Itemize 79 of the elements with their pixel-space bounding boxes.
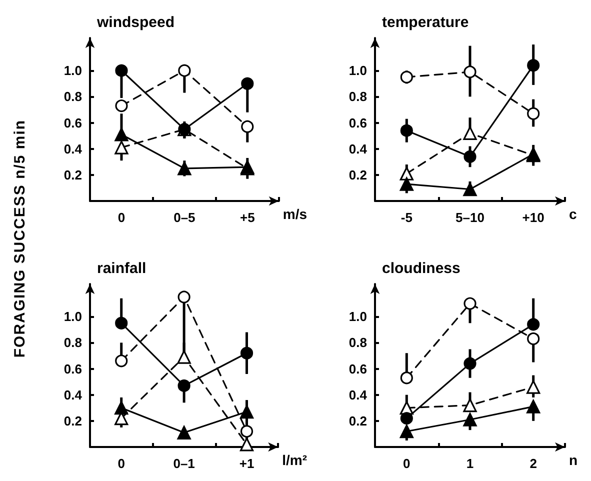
x-tick-label: +5 — [240, 210, 255, 225]
x-tick-label: 0–1 — [173, 456, 195, 471]
y-tick-label: 0.4 — [64, 141, 83, 156]
point — [463, 182, 477, 196]
y-tick-label: 1.0 — [348, 63, 367, 78]
y-tick-label: 0.8 — [348, 89, 367, 104]
x-tick-label: 0–5 — [174, 210, 196, 225]
y-tick-label: 0.4 — [348, 387, 368, 402]
point — [463, 126, 477, 140]
y-tick-label: 0.8 — [64, 335, 82, 350]
point — [527, 107, 540, 120]
y-tick-label: 1.0 — [64, 309, 82, 324]
point — [115, 316, 128, 330]
y-tick-label: 0.6 — [64, 115, 82, 130]
y-tick-label: 0.2 — [348, 413, 367, 428]
point — [178, 290, 190, 304]
x-axis-title: n — [569, 452, 578, 468]
point — [178, 162, 192, 176]
x-tick-label: -5 — [400, 210, 412, 225]
x-tick-label: 1 — [466, 456, 474, 471]
y-tick-label: 0.4 — [64, 387, 83, 402]
x-tick-label: 0 — [403, 456, 410, 471]
chart-title: cloudiness — [382, 260, 460, 277]
point — [114, 128, 128, 142]
point — [527, 59, 540, 72]
point — [178, 379, 190, 392]
point — [115, 64, 128, 77]
y-tick-label: 0.6 — [348, 361, 367, 376]
x-tick-label: 5–10 — [456, 210, 484, 225]
point — [177, 426, 191, 440]
point — [526, 380, 540, 394]
y-tick-label: 1.0 — [64, 63, 82, 78]
x-axis-title: m/s — [282, 206, 308, 222]
point — [177, 350, 191, 364]
point — [240, 404, 254, 419]
y-tick-label: 0.6 — [348, 115, 367, 130]
point — [400, 70, 413, 84]
y-tick-label: 0.6 — [64, 361, 82, 376]
point — [527, 332, 540, 346]
y-tick-label: 0.8 — [64, 89, 82, 104]
y-tick-label: 0.8 — [348, 335, 367, 350]
point — [463, 398, 477, 412]
point — [178, 64, 191, 77]
x-tick-label: 0 — [118, 456, 125, 471]
point — [464, 297, 476, 310]
point — [400, 372, 413, 384]
y-tick-label: 0.2 — [64, 167, 82, 182]
point — [241, 77, 254, 90]
chart-title: windspeed — [96, 14, 175, 31]
point — [240, 425, 254, 438]
chart-title: rainfall — [97, 260, 146, 277]
x-tick-label: 2 — [530, 456, 537, 471]
point — [527, 318, 540, 331]
y-axis-title: FORAGING SUCCESS n/5 min — [12, 118, 28, 360]
point — [240, 438, 254, 452]
point — [114, 140, 128, 154]
point — [400, 412, 413, 425]
y-tick-label: 0.4 — [348, 141, 368, 156]
point — [464, 66, 476, 78]
point — [400, 124, 413, 137]
point — [464, 150, 476, 163]
x-tick-label: +10 — [522, 210, 544, 225]
x-tick-label: 0 — [118, 210, 126, 225]
point — [114, 401, 128, 415]
point — [115, 100, 128, 112]
x-axis-title: c — [569, 206, 577, 222]
x-axis-title: l/m² — [282, 452, 308, 468]
point — [463, 412, 477, 426]
y-tick-label: 1.0 — [348, 309, 367, 324]
point — [241, 120, 254, 133]
chart-title: temperature — [382, 14, 469, 31]
y-tick-label: 0.2 — [64, 413, 82, 428]
y-tick-label: 0.2 — [348, 167, 367, 182]
point — [400, 177, 414, 191]
x-tick-label: +1 — [239, 456, 254, 471]
point — [464, 357, 476, 370]
point — [526, 400, 540, 414]
point — [115, 354, 128, 368]
point — [240, 346, 254, 360]
